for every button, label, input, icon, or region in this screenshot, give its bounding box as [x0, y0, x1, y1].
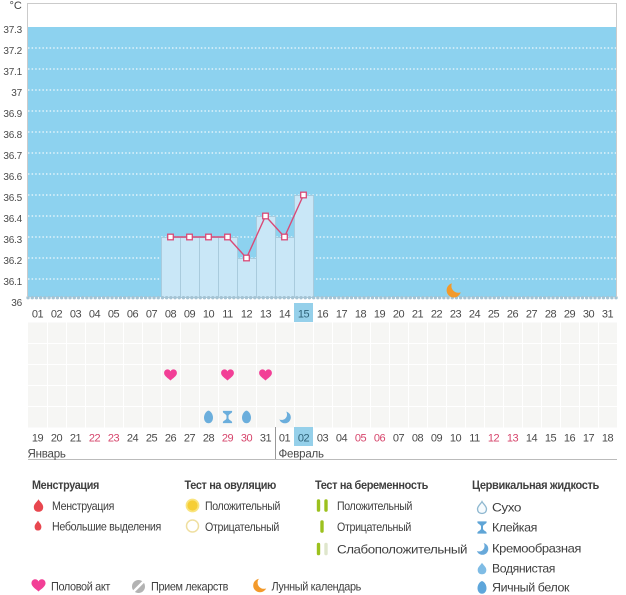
- svg-text:29: 29: [222, 433, 234, 445]
- svg-text:06: 06: [374, 433, 386, 445]
- svg-text:Кремообразная: Кремообразная: [492, 542, 581, 556]
- svg-text:10: 10: [203, 309, 215, 321]
- svg-text:30: 30: [241, 433, 253, 445]
- svg-text:37.3: 37.3: [3, 25, 22, 36]
- svg-text:09: 09: [184, 309, 196, 321]
- svg-text:26: 26: [165, 433, 177, 445]
- svg-text:09: 09: [431, 433, 443, 445]
- svg-text:36.7: 36.7: [3, 151, 22, 162]
- svg-text:12: 12: [241, 309, 253, 321]
- svg-text:37.1: 37.1: [3, 67, 22, 78]
- svg-text:21: 21: [412, 309, 424, 321]
- svg-text:06: 06: [127, 309, 139, 321]
- svg-text:Небольшие выделения: Небольшие выделения: [52, 520, 161, 534]
- svg-text:04: 04: [336, 433, 348, 445]
- svg-text:04: 04: [89, 309, 101, 321]
- svg-text:24: 24: [127, 433, 139, 445]
- svg-text:31: 31: [260, 433, 272, 445]
- svg-text:Отрицательный: Отрицательный: [205, 520, 279, 534]
- svg-text:Водянистая: Водянистая: [492, 562, 555, 576]
- svg-text:18: 18: [602, 433, 614, 445]
- svg-text:Половой акт: Половой акт: [51, 580, 111, 594]
- svg-text:12: 12: [488, 433, 500, 445]
- svg-text:07: 07: [393, 433, 405, 445]
- svg-text:11: 11: [469, 433, 480, 445]
- svg-text:20: 20: [393, 309, 405, 321]
- svg-text:25: 25: [146, 433, 158, 445]
- svg-text:29: 29: [564, 309, 576, 321]
- svg-text:Прием лекарств: Прием лекарств: [151, 580, 228, 594]
- svg-text:16: 16: [317, 309, 329, 321]
- svg-text:22: 22: [89, 433, 101, 445]
- svg-text:36.2: 36.2: [3, 256, 22, 267]
- svg-text:Сухо: Сухо: [492, 501, 522, 515]
- svg-text:17: 17: [583, 433, 595, 445]
- svg-text:36.9: 36.9: [3, 109, 22, 120]
- svg-text:37: 37: [11, 88, 22, 99]
- svg-text:05: 05: [108, 309, 120, 321]
- svg-text:13: 13: [507, 433, 519, 445]
- svg-text:27: 27: [526, 309, 538, 321]
- svg-text:19: 19: [374, 309, 386, 321]
- svg-text:37.2: 37.2: [3, 46, 22, 57]
- svg-text:16: 16: [564, 433, 576, 445]
- svg-text:28: 28: [203, 433, 215, 445]
- svg-text:24: 24: [469, 309, 481, 321]
- svg-text:22: 22: [431, 309, 443, 321]
- svg-text:Положительный: Положительный: [337, 499, 412, 513]
- svg-text:36: 36: [11, 298, 22, 309]
- svg-text:03: 03: [317, 433, 329, 445]
- svg-text:Тест на беременность: Тест на беременность: [315, 478, 429, 492]
- svg-text:20: 20: [51, 433, 63, 445]
- svg-text:10: 10: [450, 433, 462, 445]
- svg-text:36.1: 36.1: [3, 277, 22, 288]
- svg-text:36.6: 36.6: [3, 172, 22, 183]
- svg-text:14: 14: [526, 433, 538, 445]
- svg-text:02: 02: [51, 309, 63, 321]
- svg-text:02: 02: [298, 433, 310, 445]
- svg-text:28: 28: [545, 309, 557, 321]
- svg-text:Менструация: Менструация: [52, 499, 114, 513]
- svg-text:Лунный календарь: Лунный календарь: [272, 580, 362, 594]
- svg-text:27: 27: [184, 433, 196, 445]
- svg-text:Цервикальная жидкость: Цервикальная жидкость: [472, 478, 600, 492]
- svg-text:26: 26: [507, 309, 519, 321]
- svg-text:Январь: Январь: [28, 449, 66, 461]
- svg-text:23: 23: [108, 433, 120, 445]
- svg-text:14: 14: [279, 309, 291, 321]
- svg-text:°C: °C: [10, 0, 22, 12]
- svg-text:Клейкая: Клейкая: [492, 521, 537, 535]
- svg-text:Слабоположительный: Слабоположительный: [337, 543, 468, 557]
- svg-text:18: 18: [355, 309, 367, 321]
- svg-text:23: 23: [450, 309, 462, 321]
- svg-text:Тест на овуляцию: Тест на овуляцию: [185, 478, 277, 492]
- svg-text:15: 15: [545, 433, 557, 445]
- svg-text:36.5: 36.5: [3, 193, 22, 204]
- svg-text:01: 01: [32, 309, 44, 321]
- svg-text:31: 31: [602, 309, 614, 321]
- svg-text:25: 25: [488, 309, 500, 321]
- svg-text:03: 03: [70, 309, 82, 321]
- svg-text:08: 08: [165, 309, 177, 321]
- svg-text:Яичный белок: Яичный белок: [492, 581, 570, 595]
- svg-text:19: 19: [32, 433, 44, 445]
- svg-text:Отрицательный: Отрицательный: [337, 520, 411, 534]
- svg-text:36.3: 36.3: [3, 235, 22, 246]
- svg-text:07: 07: [146, 309, 158, 321]
- svg-text:30: 30: [583, 309, 595, 321]
- svg-text:05: 05: [355, 433, 367, 445]
- svg-text:08: 08: [412, 433, 424, 445]
- svg-text:17: 17: [336, 309, 348, 321]
- svg-text:11: 11: [222, 309, 233, 321]
- svg-text:Февраль: Февраль: [279, 449, 325, 461]
- svg-text:36.8: 36.8: [3, 130, 22, 141]
- svg-text:Положительный: Положительный: [205, 499, 280, 513]
- svg-text:15: 15: [298, 309, 310, 321]
- svg-text:13: 13: [260, 309, 272, 321]
- svg-text:21: 21: [70, 433, 82, 445]
- svg-text:Менструация: Менструация: [32, 478, 99, 492]
- svg-text:36.4: 36.4: [3, 214, 22, 225]
- svg-text:01: 01: [279, 433, 291, 445]
